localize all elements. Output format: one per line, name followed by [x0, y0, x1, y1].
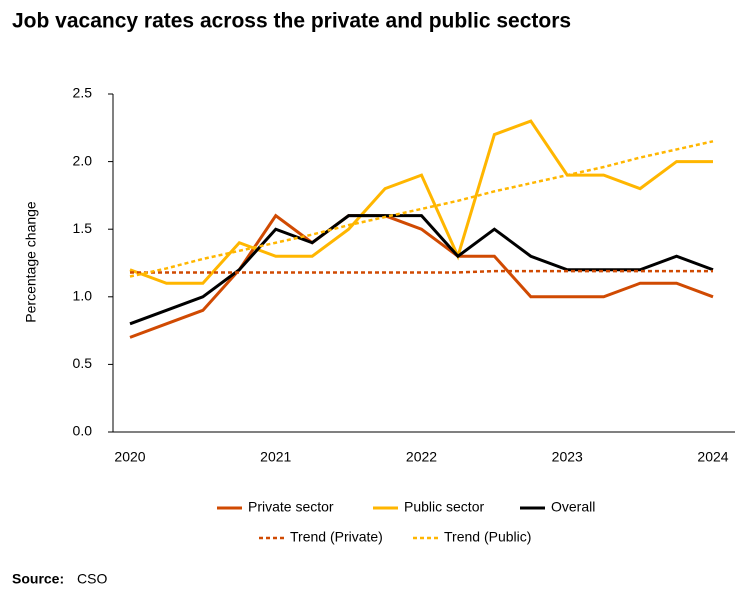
y-tick-label: 2.0	[73, 152, 93, 168]
series-line	[129, 214, 714, 326]
source: CSO	[77, 571, 107, 587]
y-tick-label: 0.5	[73, 355, 93, 371]
legend-label: Trend (Private)	[290, 529, 383, 545]
series-line	[130, 269, 713, 274]
y-axis-label: Percentage change	[23, 201, 39, 323]
y-tick-label: 1.0	[73, 288, 93, 304]
y-tick-label: 1.5	[73, 220, 93, 236]
legend-label: Trend (Public)	[444, 529, 531, 545]
y-tick-label: 2.5	[73, 85, 93, 101]
source-label: Source:	[12, 571, 64, 587]
legend-label: Private sector	[248, 499, 334, 515]
x-tick-label: 2023	[552, 449, 583, 465]
x-tick-label: 2022	[406, 449, 437, 465]
legend-label: Public sector	[404, 499, 484, 515]
legend-label: Overall	[551, 499, 595, 515]
x-tick-label: 2024	[697, 449, 728, 465]
x-tick-label: 2020	[114, 449, 145, 465]
series-line	[129, 119, 713, 285]
series-line	[129, 213, 714, 339]
y-tick-label: 0.0	[73, 423, 93, 439]
chart-title: Job vacancy rates across the private and…	[12, 10, 571, 33]
series-line	[129, 140, 714, 278]
x-tick-label: 2021	[260, 449, 291, 465]
